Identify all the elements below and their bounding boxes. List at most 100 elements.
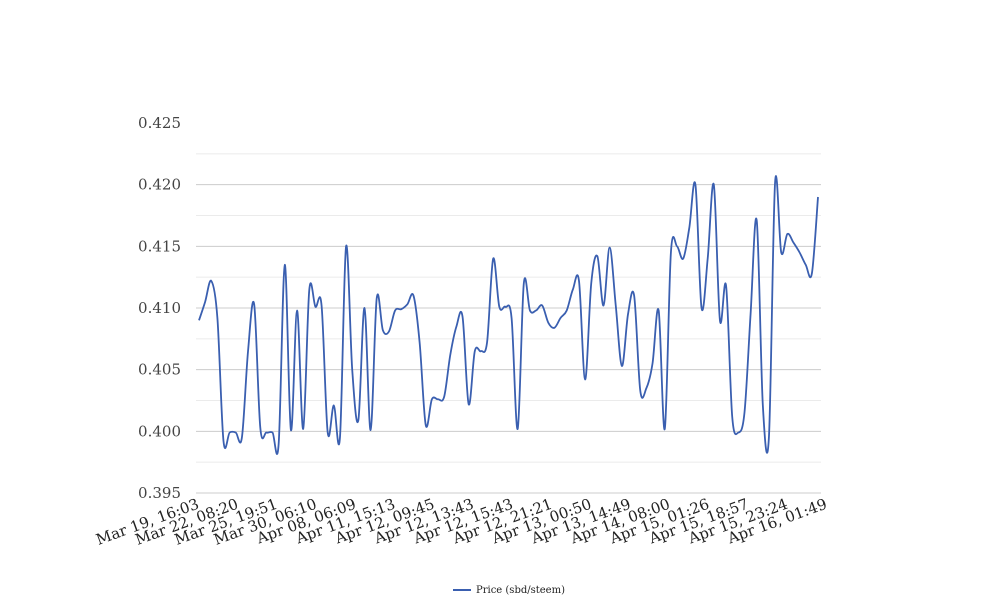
data-point [382, 329, 384, 331]
data-point [658, 309, 660, 311]
data-point [566, 309, 568, 311]
data-point [321, 305, 323, 307]
data-point [357, 419, 359, 421]
y-tick-label: 0.400 [138, 422, 181, 440]
data-point [584, 379, 586, 381]
data-point [529, 309, 531, 311]
data-point [400, 308, 402, 310]
data-point [762, 404, 764, 406]
data-point [216, 317, 218, 319]
data-point [596, 255, 598, 257]
data-point [241, 437, 243, 439]
y-tick-label: 0.425 [138, 114, 181, 132]
data-point [486, 342, 488, 344]
data-point [621, 365, 623, 367]
data-point [701, 307, 703, 309]
data-point [633, 295, 635, 297]
data-point [308, 289, 310, 291]
data-point [333, 404, 335, 406]
data-point [676, 245, 678, 247]
data-point [609, 247, 611, 249]
data-point [719, 319, 721, 321]
data-point [682, 258, 684, 260]
data-point [603, 305, 605, 307]
data-point [492, 258, 494, 260]
data-point [278, 443, 280, 445]
y-tick-label: 0.410 [138, 299, 181, 317]
data-point [259, 427, 261, 429]
data-point [652, 363, 654, 365]
data-point [210, 280, 212, 282]
data-point [750, 313, 752, 315]
data-point [370, 429, 372, 431]
data-point [817, 196, 819, 198]
data-point [198, 319, 200, 321]
data-point [431, 398, 433, 400]
data-point [419, 342, 421, 344]
data-point [664, 428, 666, 430]
data-point [204, 301, 206, 303]
data-point [296, 309, 298, 311]
data-point [474, 350, 476, 352]
data-point [363, 307, 365, 309]
data-point [756, 219, 758, 221]
data-point [437, 398, 439, 400]
data-point [639, 390, 641, 392]
data-point [247, 350, 249, 352]
data-point [541, 305, 543, 307]
data-point [792, 242, 794, 244]
data-point [737, 432, 739, 434]
data-point [768, 435, 770, 437]
data-point [731, 416, 733, 418]
data-point [498, 306, 500, 308]
y-tick-label: 0.420 [138, 176, 181, 194]
y-tick-label: 0.395 [138, 484, 181, 502]
data-point [468, 403, 470, 405]
data-point [560, 317, 562, 319]
data-point [713, 184, 715, 186]
y-tick-label: 0.415 [138, 237, 181, 255]
data-point [462, 316, 464, 318]
data-point [743, 412, 745, 414]
data-point [302, 428, 304, 430]
data-point [235, 432, 237, 434]
y-axis-ticks: 0.395 0.400 0.405 0.410 0.415 0.420 0.425 [138, 114, 181, 502]
data-point [517, 428, 519, 430]
data-point [786, 233, 788, 235]
data-point [572, 289, 574, 291]
series-layer [198, 175, 819, 455]
data-point [511, 317, 513, 319]
data-point [547, 322, 549, 324]
data-point [578, 280, 580, 282]
data-point [627, 313, 629, 315]
data-point [480, 350, 482, 352]
data-point [388, 330, 390, 332]
data-point [413, 295, 415, 297]
data-point [449, 354, 451, 356]
data-point [253, 303, 255, 305]
data-point [290, 429, 292, 431]
data-point [725, 285, 727, 287]
data-point [799, 252, 801, 254]
data-point [265, 432, 267, 434]
data-point [535, 309, 537, 311]
data-point [339, 437, 341, 439]
data-point [455, 326, 457, 328]
data-point [694, 184, 696, 186]
legend: Price (sbd/steem) [453, 585, 565, 596]
data-point [314, 306, 316, 308]
data-point [272, 432, 274, 434]
data-point [688, 227, 690, 229]
data-point [223, 440, 225, 442]
data-point [523, 282, 525, 284]
data-point [811, 272, 813, 274]
data-point [615, 305, 617, 307]
data-point [376, 297, 378, 299]
data-point [284, 264, 286, 266]
data-point [504, 306, 506, 308]
data-point [229, 432, 231, 434]
data-point [805, 264, 807, 266]
